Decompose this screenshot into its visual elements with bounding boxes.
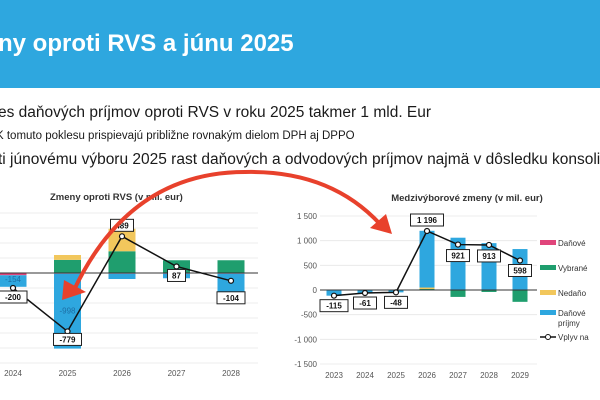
line-data-label: 1 196: [417, 216, 438, 225]
y-tick-label: 1 000: [297, 237, 318, 246]
y-tick-label: 1 500: [297, 212, 318, 221]
legend-label: Daňové: [558, 309, 586, 318]
line-data-label: -61: [359, 299, 371, 308]
line-data-label: 921: [451, 252, 465, 261]
legend-label: príjmy: [558, 319, 580, 328]
line-label-box: [508, 263, 532, 277]
bar-data-label: -998: [59, 306, 76, 315]
line-label-box: [0, 290, 28, 304]
line-data-label: -779: [59, 335, 76, 344]
bullet-1: es daňových príjmov oproti RVS v roku 20…: [0, 104, 432, 121]
line-label-box: [384, 295, 408, 309]
y-tick-label: -1 500: [294, 360, 317, 369]
line-label-box: [410, 213, 444, 227]
line-label-box: [353, 296, 377, 310]
legend-label: Vybrané: [558, 264, 588, 273]
bar-data-label: -154: [5, 275, 22, 284]
bullet-2: K tomuto poklesu prispievajú približne r…: [0, 130, 355, 142]
y-tick-label: -500: [301, 311, 318, 320]
legend-marker: [545, 334, 551, 340]
bullet-3: ti júnovému výboru 2025 rast daňových a …: [0, 151, 600, 168]
left-chart-title: Zmeny oproti RVS (v mil. eur): [50, 192, 183, 203]
red-arrow-left: [72, 170, 247, 292]
x-tick-label: 2026: [418, 371, 436, 380]
bar-segment: [419, 230, 435, 288]
x-tick-label: 2029: [511, 371, 529, 380]
x-tick-label: 2028: [480, 371, 498, 380]
red-arrow-right: [243, 169, 382, 226]
line-marker: [118, 233, 126, 240]
bar-segment: [0, 273, 27, 276]
bar-segment: [54, 255, 81, 260]
bar-segment: [217, 260, 245, 273]
line-label-box: [446, 249, 470, 263]
legend-swatch: [540, 310, 556, 315]
bar-segment: [108, 228, 136, 252]
line-data-label: 87: [172, 271, 181, 280]
y-tick-label: -1 000: [294, 335, 317, 344]
line-marker: [9, 284, 17, 292]
line-data-label: -48: [390, 298, 402, 307]
arrowhead-left-icon: [62, 280, 86, 300]
line-marker: [361, 289, 369, 297]
y-tick-label: 0: [313, 286, 318, 295]
legend-swatch: [540, 240, 556, 245]
line-marker: [423, 227, 431, 235]
legend-label: Nedaňo: [558, 289, 587, 298]
x-tick-label: 2027: [449, 371, 467, 380]
x-tick-label: 2023: [325, 371, 343, 380]
legend-label: Vplyv na: [558, 333, 589, 342]
bar-segment: [512, 290, 528, 302]
slide-title: ny oproti RVS a júnu 2025: [0, 30, 294, 57]
line-data-label: -115: [326, 302, 342, 311]
x-tick-label: 2027: [168, 369, 186, 378]
line-data-label: 489: [115, 221, 129, 230]
x-tick-label: 2028: [222, 369, 240, 378]
legend-label: Daňové: [558, 239, 586, 248]
y-tick-label: 500: [304, 261, 318, 270]
line-label-box: [167, 268, 186, 282]
bar-segment: [0, 275, 27, 287]
x-tick-label: 2024: [4, 369, 22, 378]
x-tick-label: 2026: [113, 369, 131, 378]
bar-segment: [419, 287, 435, 290]
bar-segment: [450, 290, 466, 297]
line-label-box: [216, 291, 246, 305]
line-data-label: -104: [223, 294, 240, 303]
line-marker: [485, 241, 493, 249]
line-marker: [392, 289, 400, 296]
legend-swatch: [540, 290, 556, 295]
right-chart-title: Medzivýborové zmeny (v mil. eur): [391, 193, 543, 204]
line-label-box: [477, 249, 501, 263]
line-data-label: 913: [482, 252, 496, 261]
bar-segment: [481, 290, 497, 292]
line-data-label: -200: [5, 293, 22, 302]
header-band: ny oproti RVS a júnu 2025: [0, 0, 600, 88]
line-data-label: 598: [513, 266, 527, 275]
x-tick-label: 2025: [59, 369, 77, 378]
legend-swatch: [540, 265, 556, 270]
line-marker: [454, 241, 462, 248]
line-label-box: [319, 299, 349, 313]
arrowhead-right-icon: [370, 214, 392, 234]
line-marker: [330, 292, 338, 299]
bar-segment: [54, 259, 81, 273]
line-marker: [227, 277, 235, 284]
bar-segment: [108, 273, 136, 279]
line-marker: [516, 257, 524, 264]
x-tick-label: 2024: [356, 371, 374, 380]
line-marker: [173, 263, 180, 270]
x-tick-label: 2025: [387, 371, 405, 380]
bar-segment: [108, 251, 136, 273]
line-label-box: [53, 332, 82, 346]
